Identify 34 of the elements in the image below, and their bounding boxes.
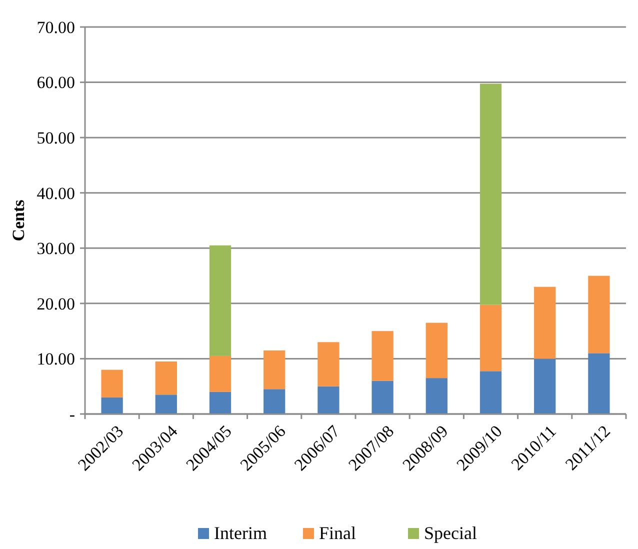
- y-tick-label: 20.00: [36, 294, 75, 314]
- bar: [426, 378, 448, 414]
- bar: [480, 371, 502, 414]
- bar: [209, 356, 232, 392]
- y-tick-label: 50.00: [36, 128, 75, 148]
- bar: [264, 389, 286, 414]
- bar: [534, 358, 556, 414]
- bar: [318, 386, 340, 414]
- bar: [318, 342, 340, 386]
- bar: [155, 394, 177, 414]
- bar: [480, 84, 502, 305]
- y-tick-label: 40.00: [36, 184, 75, 203]
- bar: [101, 370, 123, 398]
- bar: [101, 397, 123, 414]
- bar: [588, 276, 610, 354]
- y-tick-label: 10.00: [36, 350, 75, 369]
- y-tick-label: 30.00: [36, 239, 75, 258]
- bar: [588, 353, 610, 414]
- legend-label: Final: [319, 523, 356, 543]
- bar: [480, 304, 502, 372]
- y-tick-label: 60.00: [36, 73, 75, 92]
- legend-label: Interim: [214, 523, 267, 543]
- y-axis-title: Cents: [9, 199, 28, 242]
- legend-label: Special: [424, 523, 477, 543]
- y-tick-label: -: [69, 404, 76, 424]
- bar: [372, 331, 394, 381]
- bar: [426, 322, 448, 378]
- bar: [264, 350, 286, 390]
- bar: [534, 286, 556, 359]
- bar: [209, 245, 232, 356]
- bar: [209, 392, 232, 414]
- bar: [372, 380, 394, 414]
- y-tick-label: 70.00: [36, 18, 75, 37]
- bar: [155, 361, 177, 395]
